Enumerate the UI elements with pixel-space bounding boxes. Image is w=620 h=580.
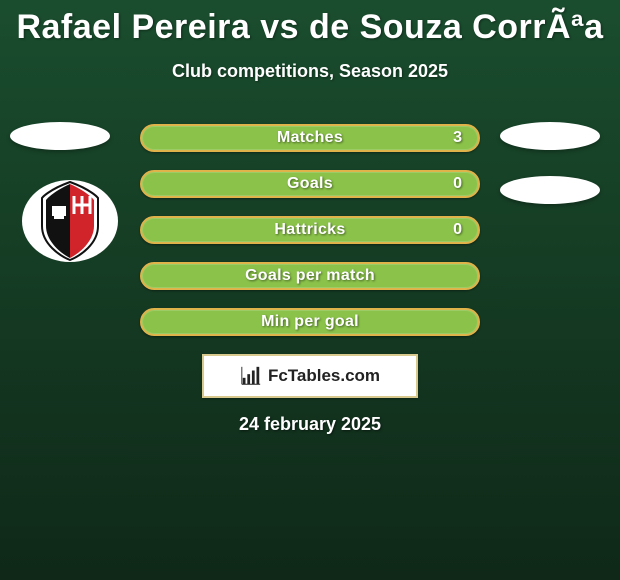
club-badge — [20, 178, 120, 264]
stat-value: 0 — [453, 175, 462, 193]
stat-bar-matches: Matches 3 — [140, 124, 480, 152]
stats-list: Matches 3 Goals 0 Hattricks 0 Goals per … — [140, 124, 480, 336]
page-title: Rafael Pereira vs de Souza CorrÃªa — [0, 0, 620, 47]
source-card[interactable]: FcTables.com — [202, 354, 418, 398]
right-player-placeholder-1 — [500, 122, 600, 150]
source-label: FcTables.com — [268, 366, 380, 386]
stat-bar-goals: Goals 0 — [140, 170, 480, 198]
stat-label: Hattricks — [274, 221, 345, 239]
stat-bar-min-per-goal: Min per goal — [140, 308, 480, 336]
stat-bar-goals-per-match: Goals per match — [140, 262, 480, 290]
stat-value: 0 — [453, 221, 462, 239]
stat-bar-hattricks: Hattricks 0 — [140, 216, 480, 244]
stat-value: 3 — [453, 129, 462, 147]
stat-label: Goals — [287, 175, 333, 193]
stat-label: Min per goal — [261, 313, 359, 331]
subtitle: Club competitions, Season 2025 — [0, 61, 620, 82]
left-player-placeholder — [10, 122, 110, 150]
right-player-placeholder-2 — [500, 176, 600, 204]
date-label: 24 february 2025 — [0, 414, 620, 435]
bar-chart-icon — [240, 365, 262, 387]
stat-label: Goals per match — [245, 267, 375, 285]
stat-label: Matches — [277, 129, 343, 147]
